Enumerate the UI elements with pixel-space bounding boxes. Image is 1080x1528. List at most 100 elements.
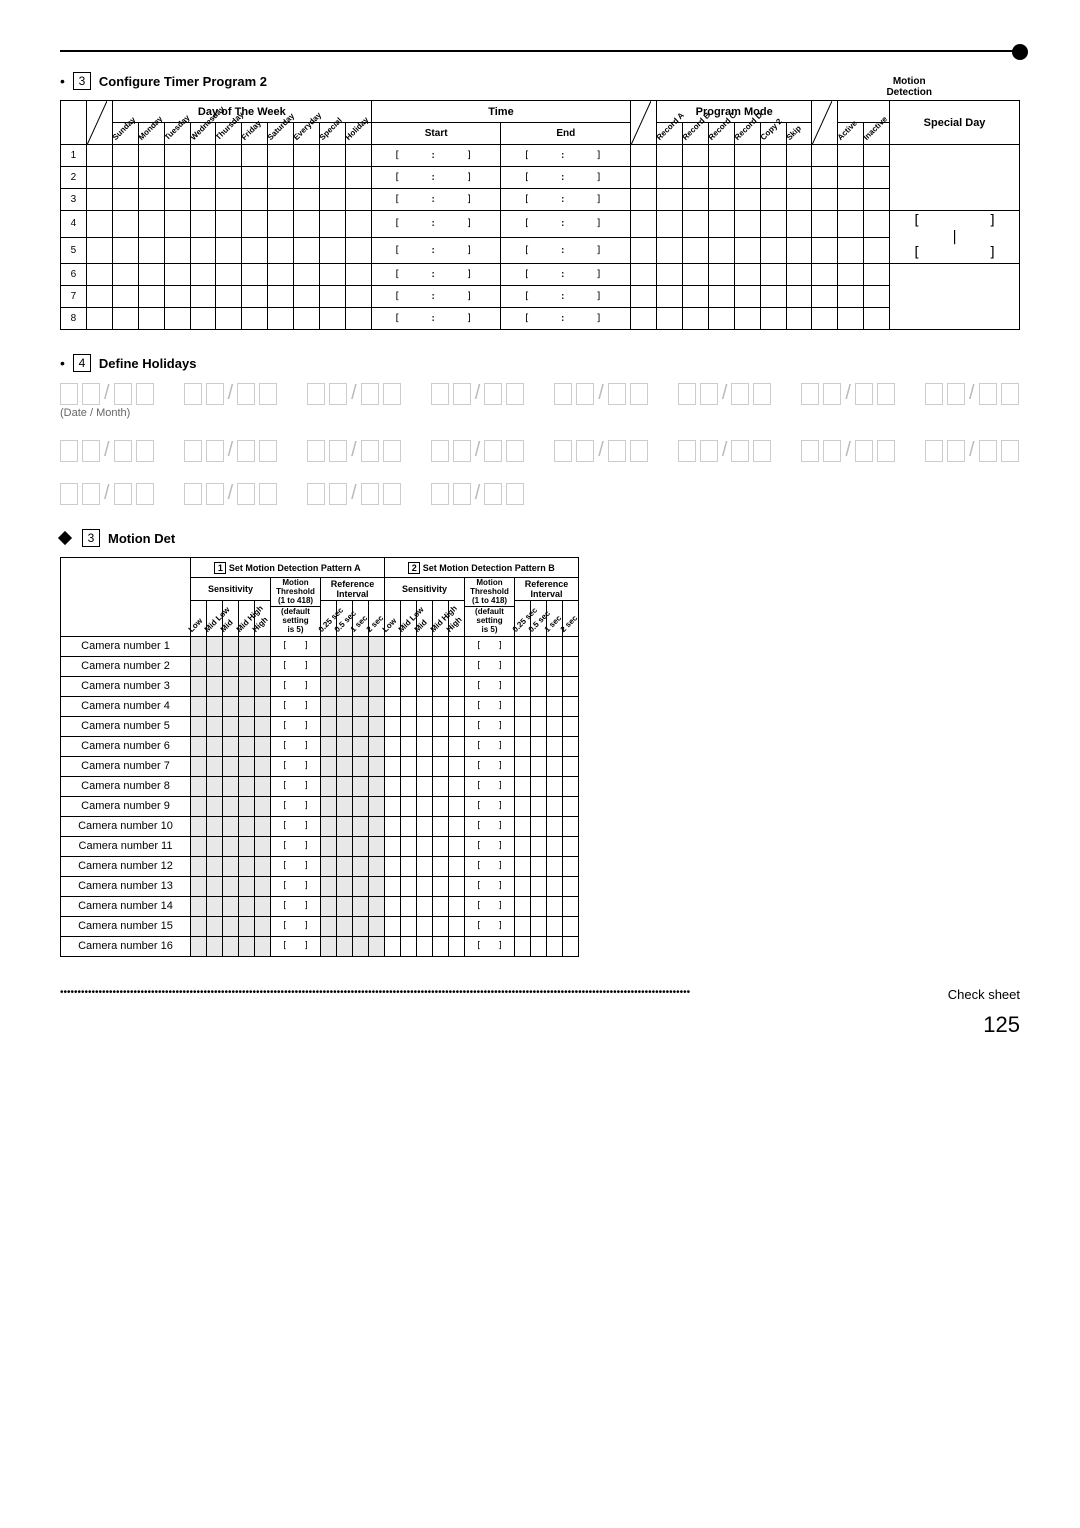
end-time[interactable]: [ : ] bbox=[501, 189, 631, 211]
sens-cell[interactable] bbox=[255, 776, 271, 796]
start-time[interactable]: [ : ] bbox=[371, 286, 501, 308]
timer-cell[interactable] bbox=[86, 189, 112, 211]
ref-cell[interactable] bbox=[337, 836, 353, 856]
ref-cell[interactable] bbox=[531, 676, 547, 696]
threshold-cell[interactable]: [ ] bbox=[271, 636, 321, 656]
md-cell[interactable] bbox=[838, 286, 864, 308]
ref-cell[interactable] bbox=[337, 776, 353, 796]
threshold-cell[interactable]: [ ] bbox=[271, 696, 321, 716]
timer-cell[interactable] bbox=[631, 308, 657, 330]
mode-cell[interactable] bbox=[656, 145, 682, 167]
sens-cell[interactable] bbox=[401, 736, 417, 756]
day-cell[interactable] bbox=[345, 237, 371, 264]
end-time[interactable]: [ : ] bbox=[501, 167, 631, 189]
threshold-cell[interactable]: [ ] bbox=[465, 896, 515, 916]
ref-cell[interactable] bbox=[321, 936, 337, 956]
holiday-date-box[interactable]: / bbox=[184, 439, 278, 462]
threshold-cell[interactable]: [ ] bbox=[271, 936, 321, 956]
sens-cell[interactable] bbox=[207, 736, 223, 756]
md-cell[interactable] bbox=[864, 211, 890, 238]
day-cell[interactable] bbox=[320, 308, 346, 330]
sens-cell[interactable] bbox=[239, 896, 255, 916]
threshold-cell[interactable]: [ ] bbox=[271, 816, 321, 836]
sens-cell[interactable] bbox=[191, 876, 207, 896]
mode-cell[interactable] bbox=[682, 211, 708, 238]
md-cell[interactable] bbox=[864, 308, 890, 330]
mode-cell[interactable] bbox=[760, 145, 786, 167]
sens-cell[interactable] bbox=[417, 776, 433, 796]
ref-cell[interactable] bbox=[563, 756, 579, 776]
ref-cell[interactable] bbox=[321, 676, 337, 696]
sens-cell[interactable] bbox=[401, 916, 417, 936]
mode-cell[interactable] bbox=[760, 237, 786, 264]
ref-cell[interactable] bbox=[369, 676, 385, 696]
threshold-cell[interactable]: [ ] bbox=[271, 896, 321, 916]
threshold-cell[interactable]: [ ] bbox=[465, 816, 515, 836]
md-cell[interactable] bbox=[864, 145, 890, 167]
ref-cell[interactable] bbox=[321, 856, 337, 876]
sens-cell[interactable] bbox=[239, 776, 255, 796]
day-cell[interactable] bbox=[112, 308, 138, 330]
sens-cell[interactable] bbox=[207, 856, 223, 876]
ref-cell[interactable] bbox=[547, 736, 563, 756]
ref-cell[interactable] bbox=[547, 796, 563, 816]
sens-cell[interactable] bbox=[207, 776, 223, 796]
sens-cell[interactable] bbox=[433, 916, 449, 936]
md-cell[interactable] bbox=[838, 211, 864, 238]
day-cell[interactable] bbox=[345, 145, 371, 167]
sens-cell[interactable] bbox=[239, 696, 255, 716]
threshold-cell[interactable]: [ ] bbox=[271, 736, 321, 756]
day-cell[interactable] bbox=[294, 189, 320, 211]
ref-cell[interactable] bbox=[563, 876, 579, 896]
sens-cell[interactable] bbox=[255, 836, 271, 856]
ref-cell[interactable] bbox=[337, 856, 353, 876]
sens-cell[interactable] bbox=[239, 756, 255, 776]
sens-cell[interactable] bbox=[401, 896, 417, 916]
day-cell[interactable] bbox=[216, 286, 242, 308]
mode-cell[interactable] bbox=[656, 237, 682, 264]
ref-cell[interactable] bbox=[563, 656, 579, 676]
ref-cell[interactable] bbox=[369, 856, 385, 876]
ref-cell[interactable] bbox=[369, 936, 385, 956]
sens-cell[interactable] bbox=[207, 696, 223, 716]
ref-cell[interactable] bbox=[369, 656, 385, 676]
holiday-date-box[interactable]: / bbox=[678, 439, 772, 462]
ref-cell[interactable] bbox=[515, 776, 531, 796]
day-cell[interactable] bbox=[242, 189, 268, 211]
day-cell[interactable] bbox=[216, 264, 242, 286]
day-cell[interactable] bbox=[294, 145, 320, 167]
ref-cell[interactable] bbox=[337, 696, 353, 716]
ref-cell[interactable] bbox=[531, 716, 547, 736]
ref-cell[interactable] bbox=[515, 696, 531, 716]
day-cell[interactable] bbox=[112, 189, 138, 211]
sens-cell[interactable] bbox=[449, 696, 465, 716]
ref-cell[interactable] bbox=[547, 916, 563, 936]
ref-cell[interactable] bbox=[531, 816, 547, 836]
md-cell[interactable] bbox=[864, 286, 890, 308]
sens-cell[interactable] bbox=[401, 796, 417, 816]
day-cell[interactable] bbox=[242, 237, 268, 264]
ref-cell[interactable] bbox=[547, 816, 563, 836]
ref-cell[interactable] bbox=[321, 696, 337, 716]
threshold-cell[interactable]: [ ] bbox=[465, 756, 515, 776]
ref-cell[interactable] bbox=[337, 916, 353, 936]
holiday-date-box[interactable]: / bbox=[554, 439, 648, 462]
mode-cell[interactable] bbox=[656, 308, 682, 330]
ref-cell[interactable] bbox=[563, 696, 579, 716]
ref-cell[interactable] bbox=[563, 776, 579, 796]
threshold-cell[interactable]: [ ] bbox=[271, 796, 321, 816]
timer-cell[interactable] bbox=[86, 211, 112, 238]
ref-cell[interactable] bbox=[515, 936, 531, 956]
threshold-cell[interactable]: [ ] bbox=[271, 916, 321, 936]
timer-cell[interactable] bbox=[812, 189, 838, 211]
threshold-cell[interactable]: [ ] bbox=[465, 856, 515, 876]
threshold-cell[interactable]: [ ] bbox=[465, 796, 515, 816]
sens-cell[interactable] bbox=[223, 836, 239, 856]
day-cell[interactable] bbox=[112, 211, 138, 238]
mode-cell[interactable] bbox=[682, 264, 708, 286]
day-cell[interactable] bbox=[242, 167, 268, 189]
mode-cell[interactable] bbox=[734, 264, 760, 286]
sens-cell[interactable] bbox=[191, 736, 207, 756]
mode-cell[interactable] bbox=[682, 286, 708, 308]
ref-cell[interactable] bbox=[547, 656, 563, 676]
